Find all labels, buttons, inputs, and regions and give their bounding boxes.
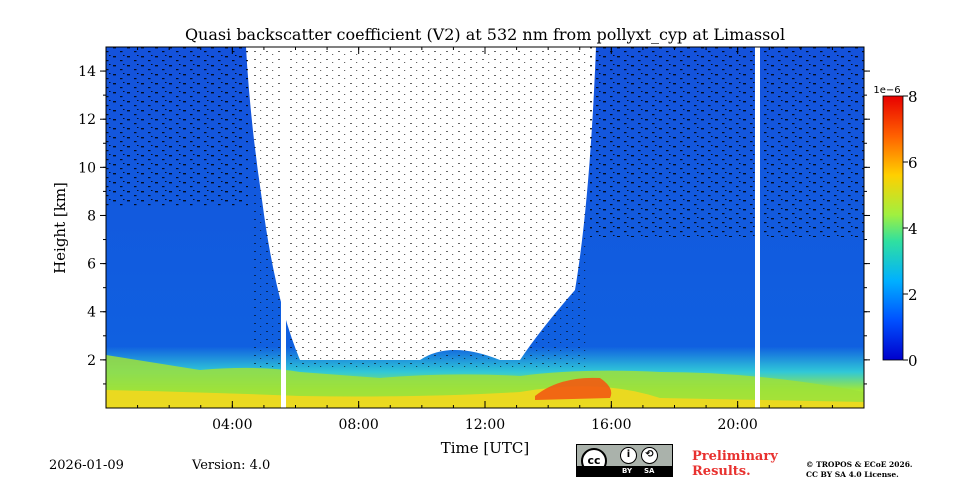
preliminary-line-1: Preliminary xyxy=(692,449,778,464)
data-gap-1 xyxy=(281,47,286,408)
badge-bar xyxy=(577,466,672,476)
surface-layer xyxy=(106,386,864,408)
copyright-line-1: © TROPOS & ECoE 2026. xyxy=(806,460,913,469)
copyright-notice: © TROPOS & ECoE 2026. CC BY SA 4.0 Licen… xyxy=(806,460,913,480)
y-tick-label: 6 xyxy=(87,257,96,273)
colorbar-tick-label: 4 xyxy=(908,220,918,238)
x-axis-label: Time [UTC] xyxy=(441,439,530,457)
y-axis-ticks: 2 4 6 8 10 12 14 xyxy=(78,64,870,385)
speckle-night-right xyxy=(590,47,864,237)
y-tick-label: 12 xyxy=(78,112,96,128)
speckle-day xyxy=(250,47,590,367)
footer-date: 2026-01-09 xyxy=(49,458,124,473)
copyright-line-2: CC BY SA 4.0 License. xyxy=(806,470,899,479)
footer-version: Version: 4.0 xyxy=(192,458,271,473)
preliminary-notice: Preliminary Results. xyxy=(692,449,778,479)
y-tick-label: 10 xyxy=(78,160,96,176)
colorbar xyxy=(882,95,904,361)
colorbar-offset-label: 1e−6 xyxy=(873,85,900,96)
badge-by-label: BY xyxy=(622,467,633,475)
speckle-night-left xyxy=(106,47,248,207)
y-tick-label: 4 xyxy=(87,305,96,321)
x-axis-ticks: 04:00 08:00 12:00 16:00 20:00 xyxy=(137,47,833,433)
boundary-layer xyxy=(106,355,864,408)
chart-title: Quasi backscatter coefficient (V2) at 53… xyxy=(185,25,785,44)
x-tick-label: 04:00 xyxy=(212,417,252,433)
share-alike-icon: ⟲ xyxy=(641,447,658,464)
cc-by-sa-badge: cc i ⟲ BY SA xyxy=(576,444,673,477)
y-tick-label: 2 xyxy=(87,353,96,369)
dust-layer xyxy=(535,377,612,400)
colorbar-ticks: 0 2 4 6 8 xyxy=(903,88,918,370)
attribution-icon: i xyxy=(620,447,637,464)
y-tick-label: 8 xyxy=(87,208,96,224)
colorbar-tick-label: 8 xyxy=(908,88,918,106)
x-tick-label: 12:00 xyxy=(465,417,505,433)
badge-sa-label: SA xyxy=(644,467,655,475)
x-tick-label: 16:00 xyxy=(591,417,631,433)
y-tick-label: 14 xyxy=(78,64,96,80)
x-tick-label: 20:00 xyxy=(717,417,757,433)
plot-area xyxy=(106,47,864,408)
preliminary-line-2: Results. xyxy=(692,464,751,479)
colorbar-tick-label: 6 xyxy=(908,154,918,172)
colorbar-tick-label: 2 xyxy=(908,286,918,304)
x-tick-label: 08:00 xyxy=(338,417,378,433)
colorbar-tick-label: 0 xyxy=(908,352,918,370)
y-axis-label: Height [km] xyxy=(51,182,69,274)
data-gap-2 xyxy=(755,47,760,408)
